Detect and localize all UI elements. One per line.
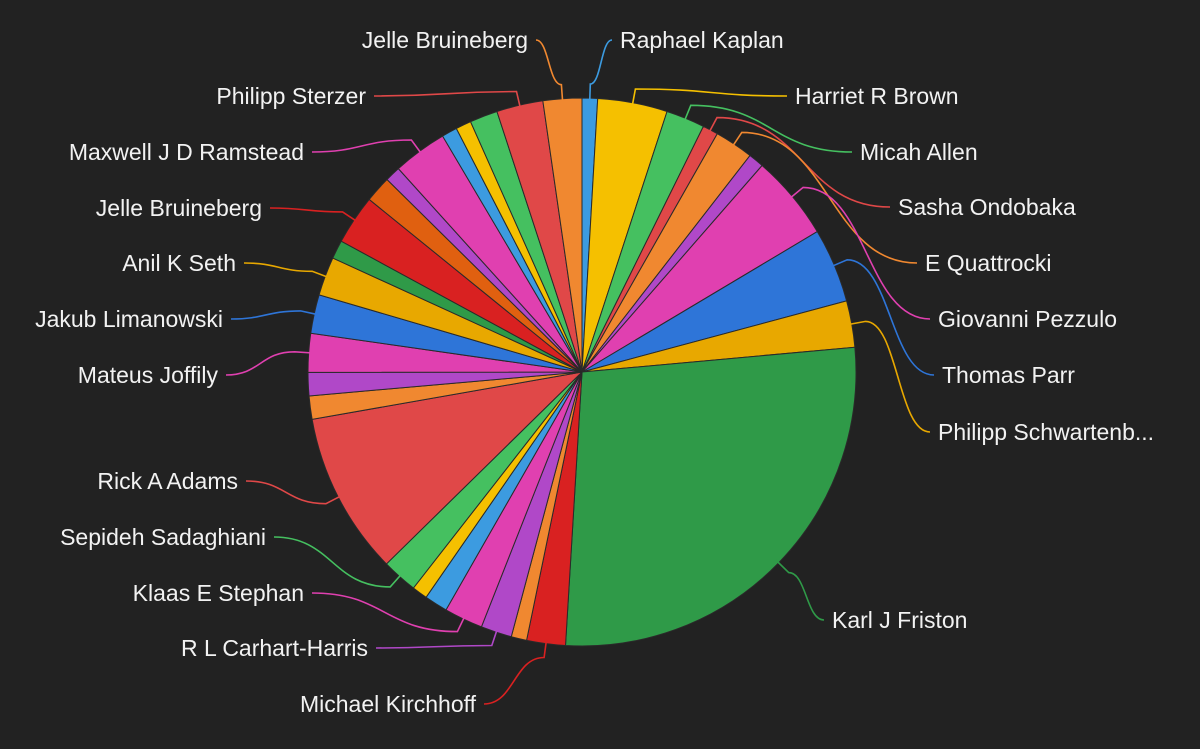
leader-line-maxwell-j-d-ramstead <box>311 139 423 155</box>
slice-label-karl-j-friston: Karl J Friston <box>832 607 967 633</box>
leader-line-philipp-schwartenb <box>847 320 931 433</box>
leader-line-mateus-joffily <box>225 350 313 376</box>
slice-label-klaas-e-stephan: Klaas E Stephan <box>133 580 304 606</box>
slice-label-philipp-schwartenb: Philipp Schwartenb... <box>938 419 1154 445</box>
slice-label-michael-kirchhoff: Michael Kirchhoff <box>300 691 477 717</box>
leader-line-jelle-bruineberg <box>269 207 359 223</box>
leader-line-anil-k-seth <box>243 262 330 279</box>
leader-lines <box>225 39 935 705</box>
slice-labels: Raphael Kaplan Harriet R Brown Micah Allen… <box>35 27 1154 717</box>
slice-label-jakub-limanowski: Jakub Limanowski <box>35 306 223 332</box>
slice-label-sasha-ondobaka: Sasha Ondobaka <box>898 194 1076 220</box>
leader-line-michael-kirchhoff <box>483 639 548 705</box>
leader-line-jakub-limanowski <box>230 310 319 320</box>
slice-label-mateus-joffily: Mateus Joffily <box>78 362 219 388</box>
slice-label-anil-k-seth: Anil K Seth <box>122 250 236 276</box>
leader-line-karl-j-friston <box>775 559 825 621</box>
pie-slice-karl-j-friston[interactable] <box>564 346 857 647</box>
slice-label-philipp-sterzer: Philipp Sterzer <box>216 83 366 109</box>
leader-line-thomas-parr <box>830 258 935 376</box>
leader-line-jelle-bruineberg <box>535 39 564 103</box>
leader-line-philipp-sterzer <box>373 90 522 110</box>
pie-slices <box>307 97 857 647</box>
leader-line-r-l-carhart-harris <box>375 628 499 649</box>
slice-label-thomas-parr: Thomas Parr <box>942 362 1075 388</box>
slice-label-maxwell-j-d-ramstead: Maxwell J D Ramstead <box>69 139 304 165</box>
leader-line-raphael-kaplan <box>588 39 613 103</box>
leader-line-e-quattrocki <box>731 131 918 264</box>
leader-line-giovanni-pezzulo <box>788 186 931 320</box>
slice-label-micah-allen: Micah Allen <box>860 139 978 165</box>
slice-label-rick-a-adams: Rick A Adams <box>97 468 238 494</box>
slice-label-jelle-bruineberg: Jelle Bruineberg <box>362 27 528 53</box>
slice-label-giovanni-pezzulo: Giovanni Pezzulo <box>938 306 1117 332</box>
leader-line-klaas-e-stephan <box>311 592 466 633</box>
slice-label-harriet-r-brown: Harriet R Brown <box>795 83 959 109</box>
slice-label-r-l-carhart-harris: R L Carhart-Harris <box>181 635 368 661</box>
leader-line-harriet-r-brown <box>631 88 788 107</box>
leader-line-micah-allen <box>683 104 853 153</box>
leader-line-sepideh-sadaghiani <box>273 536 403 588</box>
slice-label-raphael-kaplan: Raphael Kaplan <box>620 27 784 53</box>
leader-line-rick-a-adams <box>245 480 343 505</box>
slice-label-sepideh-sadaghiani: Sepideh Sadaghiani <box>60 524 266 550</box>
slice-label-e-quattrocki: E Quattrocki <box>925 250 1052 276</box>
slice-label-jelle-bruineberg: Jelle Bruineberg <box>96 195 262 221</box>
